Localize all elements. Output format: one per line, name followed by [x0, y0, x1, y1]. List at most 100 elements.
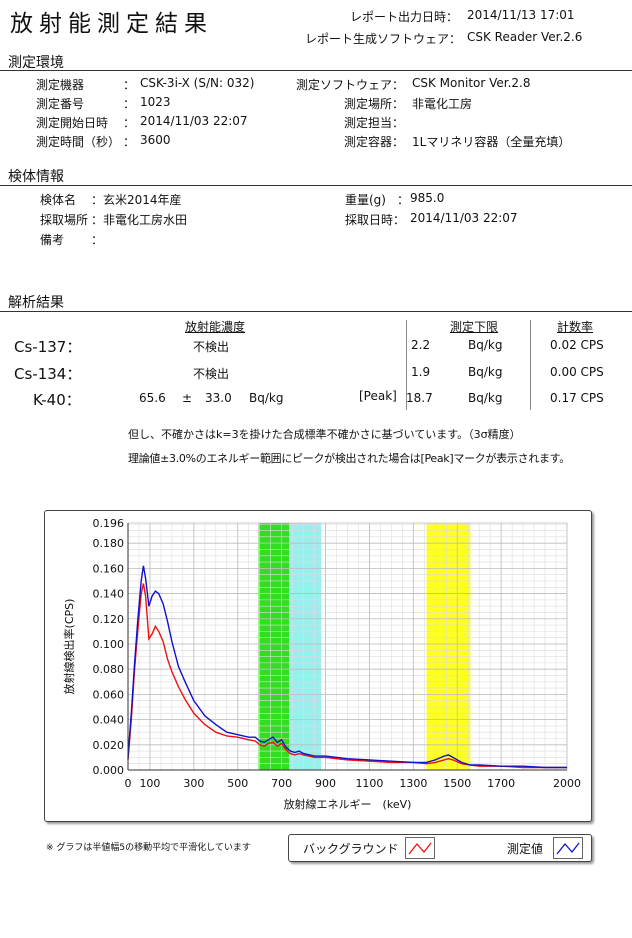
y-tick-label: 0.040	[93, 714, 125, 727]
colon: ：	[123, 97, 136, 111]
x-axis-label: 放射線エネルギー (keV)	[284, 797, 412, 811]
env-sw-value: CSK Monitor Ver.2.8	[412, 76, 531, 90]
page-title: 放射能測定結果	[10, 11, 213, 37]
limit-value: 2.2	[411, 338, 431, 352]
env-device-value: CSK-3i-X (S/N: 032)	[140, 76, 255, 90]
plus-minus: ±	[182, 391, 193, 405]
colon: ：	[91, 213, 104, 227]
legend-swatch-measured	[553, 837, 583, 859]
sample-heading: 検体情報	[8, 169, 64, 185]
colon: ：	[123, 78, 136, 92]
limit-unit: Bq/kg	[468, 338, 503, 352]
energy-band	[289, 523, 322, 770]
env-number-value: 1023	[140, 95, 171, 109]
env-divider	[0, 70, 632, 71]
env-start-value: 2014/11/03 22:07	[140, 114, 248, 128]
nuclide-label: K-40：	[33, 391, 81, 409]
legend-swatch-background	[405, 837, 435, 859]
env-device-label: 測定機器	[36, 78, 85, 92]
nuclide-label: Cs-137：	[14, 338, 82, 356]
sample-date-label: 採取日時：	[345, 213, 406, 227]
limit-value: 1.9	[411, 365, 431, 379]
colon: ：	[397, 193, 410, 207]
col-conc-header: 放射能濃度	[185, 320, 246, 334]
colon: ：	[123, 116, 136, 130]
x-tick-label: 500	[227, 777, 248, 790]
sample-weight-value: 985.0	[410, 191, 445, 205]
y-tick-label: 0.100	[93, 638, 125, 651]
limit-unit: Bq/kg	[468, 365, 503, 379]
series-line-background	[127, 583, 567, 769]
report-time: 2014/11/13 17:01	[467, 8, 575, 22]
col-limit-header: 測定下限	[450, 320, 499, 334]
rate-value: 0.00 CPS	[550, 365, 604, 379]
analysis-heading: 解析結果	[8, 295, 64, 311]
sample-place-label: 採取場所	[40, 213, 89, 227]
sample-divider	[0, 185, 632, 186]
sample-name-value: 玄米2014年産	[103, 193, 182, 207]
y-tick-label: 0.180	[93, 537, 125, 550]
env-place-value: 非電化工房	[412, 97, 473, 111]
colon: ：	[91, 233, 104, 247]
energy-band	[258, 523, 290, 770]
y-tick-label: 0.080	[93, 663, 125, 676]
software-value: CSK Reader Ver.2.6	[467, 30, 583, 44]
env-number-label: 測定番号	[36, 97, 85, 111]
env-time-value: 3600	[140, 133, 171, 147]
x-tick-label: 1100	[355, 777, 383, 790]
env-sw-label: 測定ソフトウェア：	[296, 78, 405, 92]
x-tick-label: 900	[315, 777, 336, 790]
rate-value: 0.17 CPS	[550, 391, 604, 405]
env-container-value: 1Lマリネリ容器（全量充填）	[412, 135, 571, 149]
report-time-label: レポート出力日時：	[350, 10, 459, 24]
col-rate-header: 計数率	[557, 320, 594, 334]
y-axis-label: 放射線検出率(CPS)	[62, 599, 76, 695]
limit-value: 18.7	[406, 391, 433, 405]
x-tick-label: 1300	[399, 777, 427, 790]
nuclide-label: Cs-134：	[14, 365, 82, 383]
colon: ：	[91, 193, 104, 207]
colon: ：	[123, 135, 136, 149]
y-tick-label: 0.060	[93, 688, 125, 701]
peak-mark: [Peak]	[359, 389, 397, 403]
sample-note-label: 備考	[40, 233, 65, 247]
env-start-label: 測定開始日時	[36, 116, 109, 130]
software-label: レポート生成ソフトウェア：	[305, 32, 462, 46]
sample-place-value: 非電化工房水田	[103, 213, 188, 227]
sample-weight-label: 重量(g)	[345, 193, 386, 207]
limit-unit: Bq/kg	[468, 391, 503, 405]
env-person-label: 測定担当：	[344, 116, 405, 130]
y-tick-label: 0.160	[93, 562, 125, 575]
table-divider	[406, 320, 407, 410]
x-tick-label: 300	[183, 777, 204, 790]
legend-label-background: バックグラウンド	[303, 842, 399, 856]
x-tick-label: 1700	[487, 777, 515, 790]
error-value: 33.0	[205, 391, 232, 405]
conc-value: 不検出	[193, 340, 230, 354]
y-tick-label: 0.020	[93, 739, 125, 752]
legend-label-measured: 測定値	[507, 842, 544, 856]
x-tick-label: 1500	[443, 777, 471, 790]
note-uncertainty: 但し、不確かさはk=3を掛けた合成標準不確かさに基づいています。（3σ精度）	[128, 428, 521, 441]
env-time-label: 測定時間（秒）	[36, 135, 121, 149]
y-tick-label: 0.000	[93, 764, 125, 777]
x-tick-label: 100	[139, 777, 160, 790]
chart-footnote: ※ グラフは半値幅5の移動平均で平滑化しています	[46, 843, 251, 853]
x-tick-label: 0	[125, 777, 132, 790]
conc-value: 不検出	[193, 367, 230, 381]
x-tick-label: 700	[271, 777, 292, 790]
env-place-label: 測定場所：	[344, 97, 405, 111]
table-divider	[530, 320, 531, 410]
env-container-label: 測定容器：	[344, 135, 405, 149]
energy-band	[426, 523, 471, 770]
y-tick-label: 0.196	[93, 517, 125, 530]
rate-value: 0.02 CPS	[550, 338, 604, 352]
chart-panel: 0.000 0.020 0.040 0.060 0.080 0.100 0.120 0.140…	[44, 510, 592, 822]
sample-name-label: 検体名	[40, 193, 77, 207]
analysis-divider	[0, 311, 632, 312]
series-line-measured	[127, 565, 567, 769]
y-tick-label: 0.120	[93, 613, 125, 626]
spectrum-chart: 0.000 0.020 0.040 0.060 0.080 0.100 0.120 0.140…	[62, 517, 581, 811]
env-heading: 測定環境	[8, 55, 64, 71]
note-peak: 理論値±3.0%のエネルギー範囲にピークが検出された場合は[Peak]マークが表…	[128, 452, 570, 465]
